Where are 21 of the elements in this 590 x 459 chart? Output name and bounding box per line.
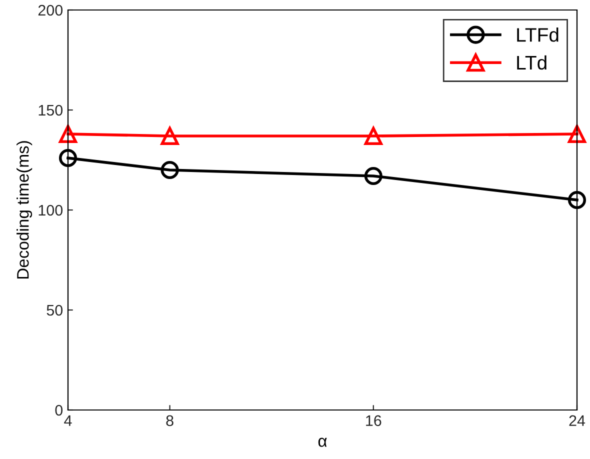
point (160, 126, 179, 146)
x-tick-label: 16 (366, 415, 382, 426)
point (568, 124, 586, 144)
y-tick-label: 200 (38, 4, 63, 16)
point (160, 160, 179, 180)
point (364, 126, 382, 146)
point (58, 148, 78, 168)
legend-label: LTFd (517, 28, 558, 42)
x-tick-label: 8 (166, 415, 174, 426)
x-tick-label: 4 (64, 415, 72, 426)
y-axis-title: Decoding time(ms) (16, 141, 32, 279)
point (58, 124, 78, 144)
y-tick-label: 50 (46, 304, 63, 316)
point (364, 166, 382, 186)
x-tick-label: 24 (569, 415, 586, 426)
legend-label: LTd (517, 55, 546, 70)
x-axis-title: α (318, 438, 327, 447)
y-tick-label: 100 (38, 204, 63, 216)
y-tick-label: 0 (55, 404, 63, 416)
point (568, 190, 586, 210)
y-tick-label: 150 (38, 104, 63, 116)
